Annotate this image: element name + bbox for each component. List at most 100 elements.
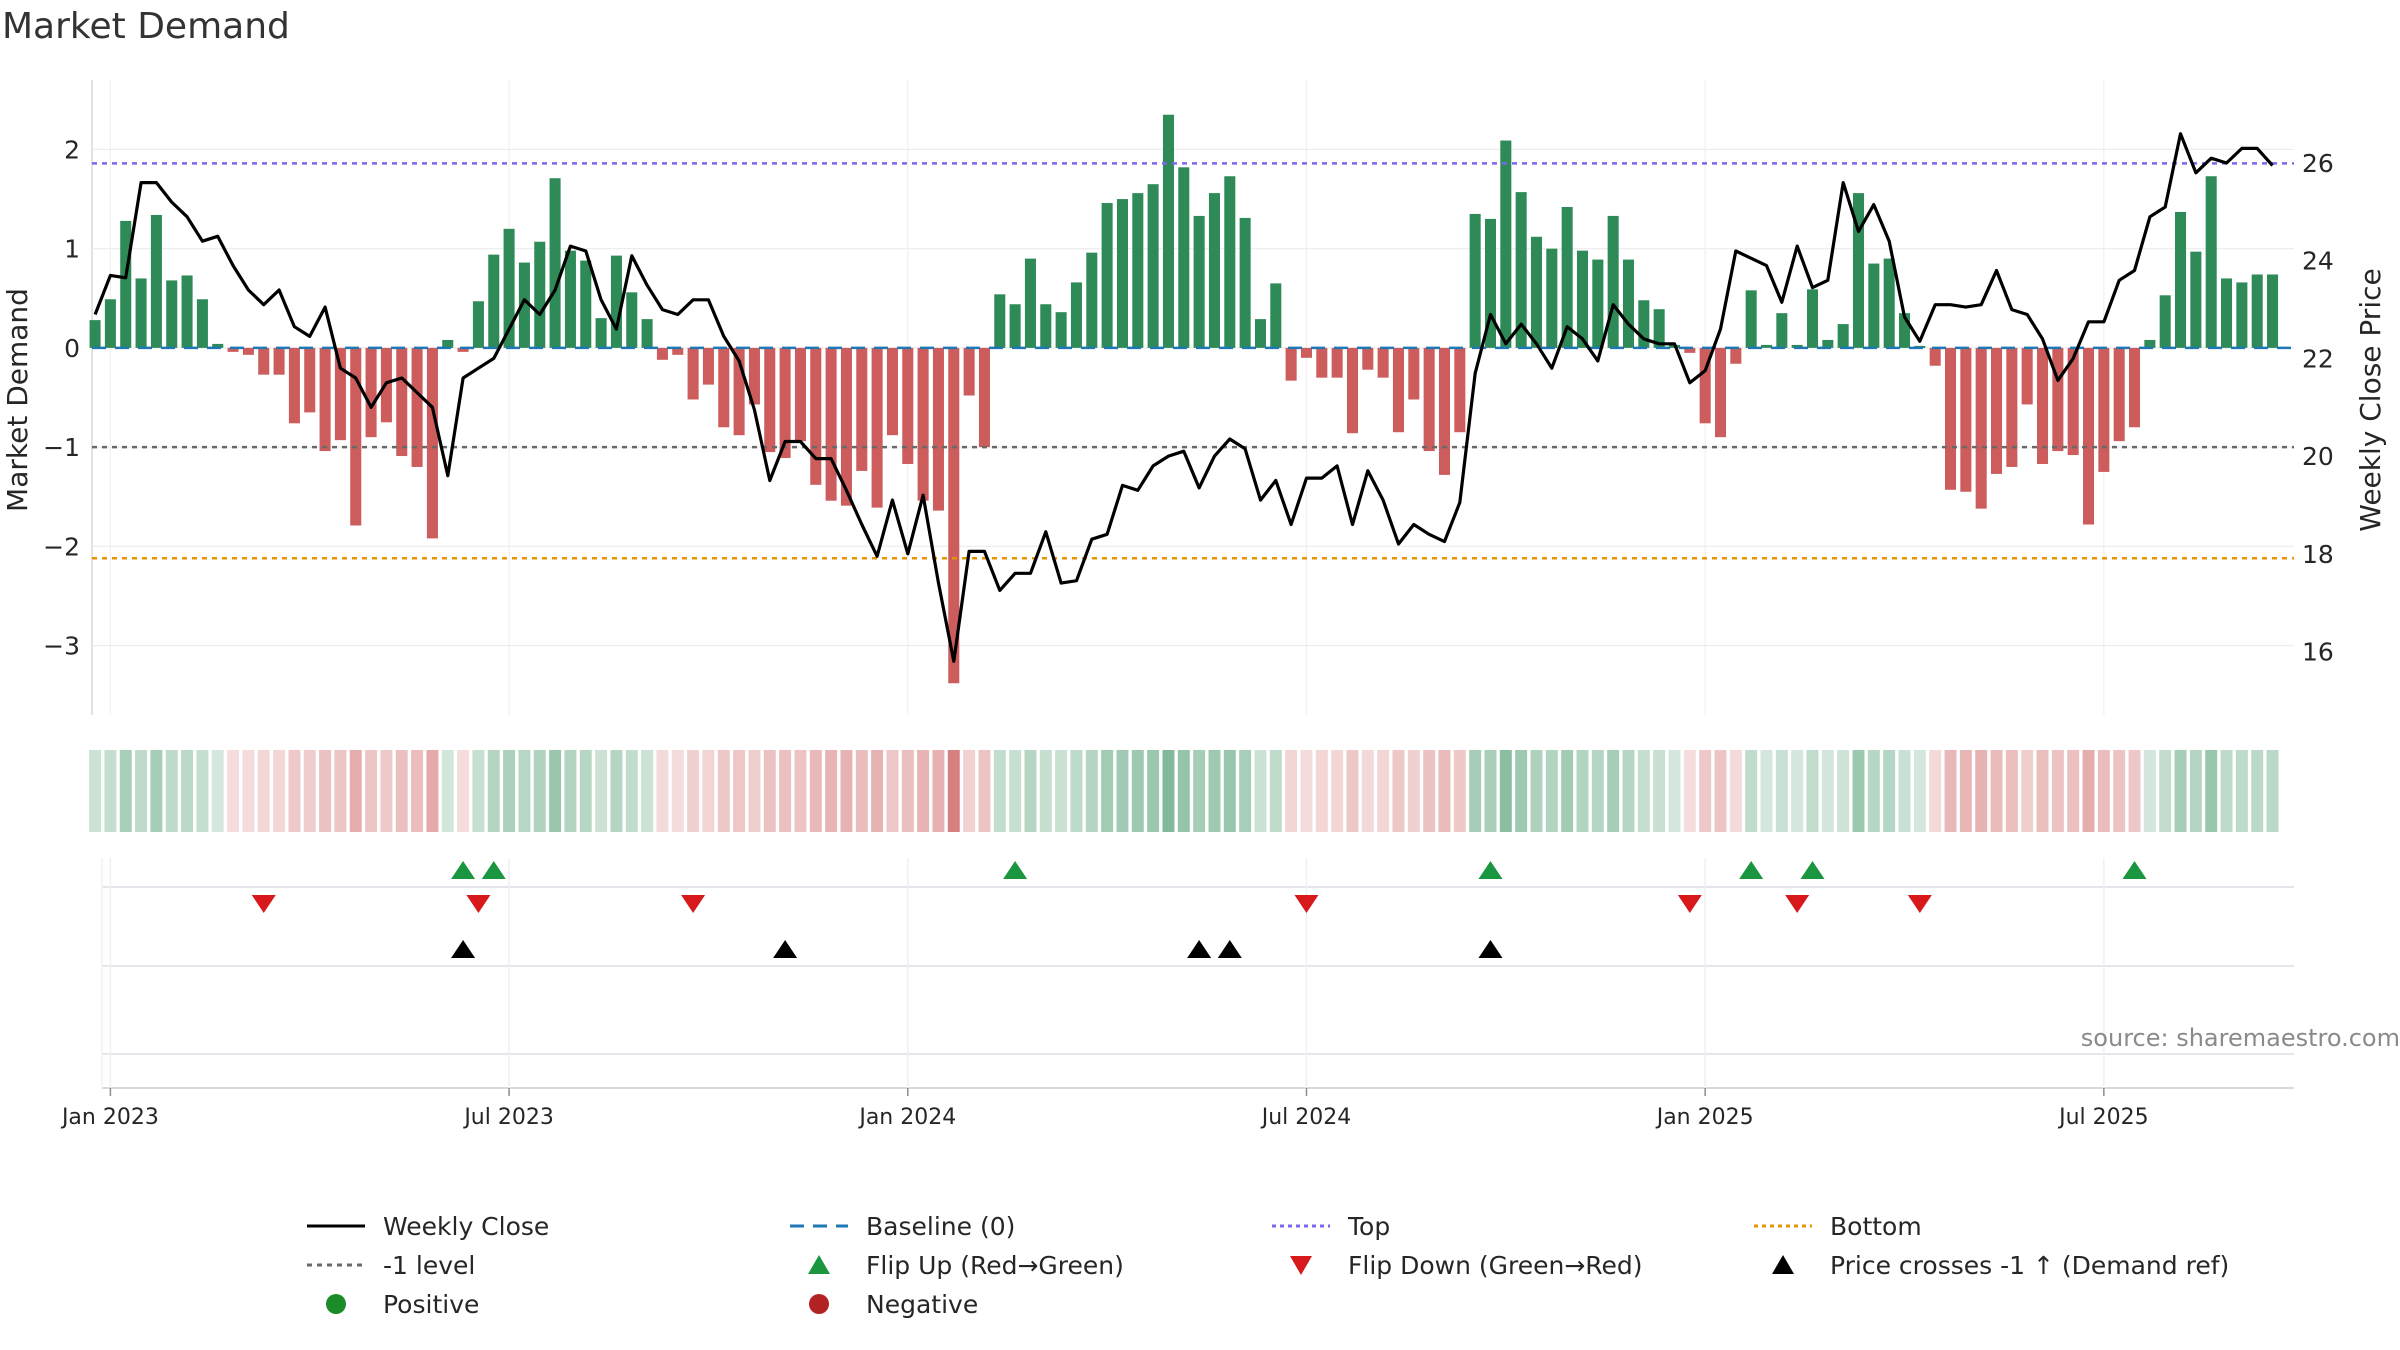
heat-cell (1484, 750, 1497, 832)
legend-item-price-cross: Price crosses -1 ↑ (Demand ref) (1752, 1247, 2229, 1283)
heat-cell (365, 750, 378, 832)
heat-cell (763, 750, 776, 832)
demand-bar (365, 347, 377, 438)
demand-bar (779, 347, 791, 459)
demand-bar (518, 262, 530, 348)
demand-bar (1024, 258, 1036, 348)
weekly-close-line (93, 132, 2274, 663)
heat-cell (1867, 750, 1880, 832)
heat-cell (901, 750, 914, 832)
flip-down-marker (1294, 895, 1319, 913)
demand-bar (2036, 347, 2049, 464)
heat-cell (1085, 750, 1098, 832)
demand-bar (1316, 347, 1328, 378)
demand-bar (641, 319, 653, 348)
y-tick-label: 0 (64, 334, 80, 363)
heat-cell (457, 750, 470, 832)
heat-cell (1438, 750, 1451, 832)
demand-bar (1745, 290, 1757, 348)
demand-bar (2113, 347, 2125, 442)
heat-cell (1147, 750, 1160, 832)
x-tick-label: Jul 2023 (462, 1105, 554, 1130)
heat-cell (871, 750, 884, 832)
demand-bar (994, 294, 1006, 348)
demand-bar (2251, 274, 2263, 348)
heat-cell (196, 750, 209, 832)
heat-cell (472, 750, 485, 832)
heat-cell (1009, 750, 1022, 832)
heat-cell (2097, 750, 2110, 832)
heat-cell (349, 750, 362, 832)
legend-item-baseline: Baseline (0) (788, 1208, 1015, 1244)
demand-bar (748, 347, 760, 405)
y-tick-label: 2 (64, 135, 80, 164)
legend-item-flip-down: Flip Down (Green→Red) (1270, 1247, 1643, 1283)
heat-cell (2174, 750, 2187, 832)
heat-cell (1837, 750, 1850, 832)
heat-cell (441, 750, 454, 832)
demand-bar (1377, 347, 1389, 378)
legend-label: Flip Up (Red→Green) (866, 1250, 1124, 1280)
demand-bar (2144, 339, 2156, 348)
demand-bar (1469, 213, 1481, 348)
demand-bar (2236, 282, 2248, 348)
legend-label: Bottom (1830, 1211, 1922, 1241)
heat-cell (1499, 750, 1512, 832)
legend-label: Price crosses -1 ↑ (Demand ref) (1830, 1250, 2230, 1280)
demand-bar (104, 299, 116, 348)
demand-bar (886, 347, 898, 436)
heat-cell (303, 750, 316, 832)
heat-cell (1653, 750, 1666, 832)
demand-bar (488, 254, 500, 348)
demand-bar (1086, 252, 1098, 348)
demand-bar (810, 347, 822, 485)
heat-cell (1959, 750, 1972, 832)
demand-bar (856, 347, 868, 471)
heat-cell (2266, 750, 2279, 832)
heat-cell (641, 750, 654, 832)
heat-cell (1576, 750, 1589, 832)
demand-bar (472, 301, 484, 348)
heat-cell (1622, 750, 1635, 832)
heat-cell (119, 750, 132, 832)
demand-bar (1852, 193, 1865, 348)
source-credit: source: sharemaestro.com (2080, 1024, 2400, 1052)
heat-cell (426, 750, 439, 832)
demand-bar (1960, 347, 1972, 492)
heat-cell (1668, 750, 1681, 832)
legend-label: Weekly Close (383, 1211, 550, 1241)
demand-bar (1975, 347, 1987, 509)
heat-cell (1929, 750, 1942, 832)
legend-label: Top (1348, 1211, 1391, 1241)
heat-cell (993, 750, 1006, 832)
heat-cell (1714, 750, 1727, 832)
heat-cell (1545, 750, 1558, 832)
flip-up-marker (1003, 861, 1028, 879)
demand-bar (2221, 278, 2233, 348)
demand-bar (764, 347, 776, 453)
demand-bar (1791, 344, 1803, 348)
heat-cell (564, 750, 577, 832)
demand-bar (978, 347, 990, 448)
heat-cell (1561, 750, 1574, 832)
heat-cell (1131, 750, 1144, 832)
demand-bar (564, 250, 576, 348)
heat-cell (518, 750, 531, 832)
heat-cell (150, 750, 163, 832)
heat-cell (319, 750, 332, 832)
heat-cell (1775, 750, 1788, 832)
heat-cell (211, 750, 224, 832)
legend-item-top: Top (1270, 1208, 1390, 1244)
demand-bar (687, 347, 699, 400)
heat-cell (1223, 750, 1236, 832)
demand-bar (334, 347, 346, 441)
heat-cell (1806, 750, 1819, 832)
flip-down-marker (1907, 895, 1932, 913)
demand-bar (396, 347, 408, 457)
heat-cell (886, 750, 899, 832)
demand-bar (948, 347, 960, 684)
heat-cell (855, 750, 868, 832)
heat-cell (2005, 750, 2018, 832)
demand-bar (1653, 309, 1665, 348)
demand-bar (181, 275, 193, 348)
